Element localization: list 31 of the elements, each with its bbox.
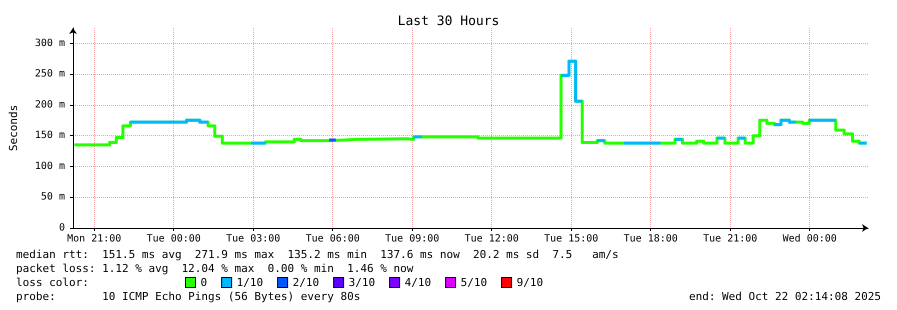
x-tick-label: Tue 15:00 [544,234,598,244]
x-tick-label: Tue 12:00 [464,234,519,244]
legend-label: 3/10 [348,276,376,289]
legend-label: 9/10 [516,276,544,289]
x-tick-label: Tue 21:00 [703,234,758,244]
text: packet loss: 1.12 % avg 12.04 % max 0.00 % min 1.46 % now [16,262,414,275]
x-tick-label: Tue 18:00 [624,234,678,244]
text: median rtt: 151.5 ms avg 271.9 ms max 135.2 ms min 137.6 ms now 20.2 ms sd 7.5 am/s [16,248,619,261]
y-tick-label: 0 [58,222,65,234]
legend-title: loss color: [16,276,89,289]
x-tick-label: Tue 00:00 [146,234,201,244]
x-tick-label: Tue 06:00 [306,234,360,244]
legend-label: 5/10 [460,276,488,289]
legend-label: 1/10 [236,276,264,289]
y-tick-label: 200 m [34,99,65,110]
x-tick-label: Wed 00:00 [782,234,837,244]
y-axis-title: Seconds [7,104,20,152]
text: end: Wed Oct 22 02:14:08 2025 [688,290,882,303]
x-tick-label: Tue 03:00 [226,234,280,244]
y-tick-label: 300 m [34,38,65,49]
chart-title: Last 30 Hours [398,14,500,29]
legend-label: 4/10 [404,276,432,289]
y-tick-label: 250 m [34,68,65,80]
legend-label: 2/10 [292,276,320,289]
x-tick-label: Mon 21:00 [67,234,122,244]
legend-label: 0 [200,276,208,289]
y-tick-label: 100 m [34,160,65,172]
text: probe: 10 ICMP Echo Pings (56 Bytes) every 80s [16,290,360,303]
y-tick-label: 150 m [34,130,65,142]
y-tick-label: 50 m [40,192,65,203]
x-tick-label: Tue 09:00 [385,234,440,244]
